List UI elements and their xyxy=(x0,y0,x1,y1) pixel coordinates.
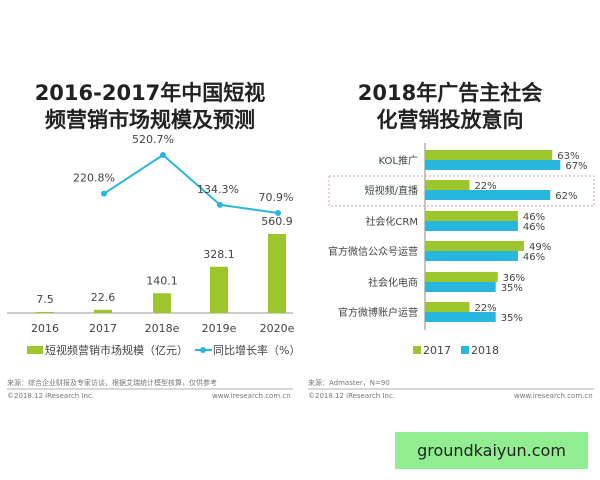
bar-2017 xyxy=(425,241,524,251)
bar-2018 xyxy=(425,282,496,292)
bar-2017 xyxy=(425,211,518,221)
legend-bar-swatch xyxy=(27,346,43,354)
x-tick-label: 2019e xyxy=(202,322,237,335)
legend-swatch-2018 xyxy=(461,346,469,354)
right-website: www.iresearch.com.cn xyxy=(514,392,593,400)
value-label: 46% xyxy=(523,252,545,263)
bar-2017 xyxy=(425,180,470,190)
legend-line-label: 同比增长率（%） xyxy=(213,343,300,357)
growth-label: 520.7% xyxy=(132,133,174,146)
value-label: 49% xyxy=(529,242,551,253)
bar-label: 560.9 xyxy=(261,215,293,228)
bar-2020e xyxy=(268,234,286,313)
value-label: 46% xyxy=(523,222,545,233)
value-label: 22% xyxy=(474,181,496,192)
value-label: 35% xyxy=(501,313,523,324)
value-label: 22% xyxy=(474,303,496,314)
legend-label: 2017 xyxy=(423,344,451,357)
category-label: 官方微信公众号运营 xyxy=(328,245,418,258)
bar-2018 xyxy=(425,160,561,170)
category-label: 社会化CRM xyxy=(365,215,418,228)
category-label: 短视频/直播 xyxy=(365,184,418,197)
growth-label: 134.3% xyxy=(197,183,239,196)
bar-2018e xyxy=(153,293,171,313)
bar-label: 328.1 xyxy=(203,248,235,261)
x-tick-label: 2017 xyxy=(89,322,117,335)
growth-label: 220.8% xyxy=(73,172,115,185)
bar-label: 22.6 xyxy=(91,291,116,304)
value-label: 35% xyxy=(501,283,523,294)
x-tick-label: 2016 xyxy=(31,322,59,335)
legend-line-marker xyxy=(200,347,206,353)
growth-point xyxy=(160,152,166,158)
left-copyright: ©2018.12 iResearch Inc. xyxy=(7,392,95,400)
growth-point xyxy=(275,210,281,216)
value-label: 63% xyxy=(557,151,579,162)
bar-label: 7.5 xyxy=(36,293,54,306)
bar-2017 xyxy=(425,272,498,282)
left-source: 来源：综合企业财报及专家访谈，根据艾瑞统计模型核算，仅供参考 xyxy=(7,379,217,387)
category-label: 社会化电商 xyxy=(368,276,418,289)
value-label: 62% xyxy=(555,191,577,202)
x-tick-label: 2018e xyxy=(145,322,180,335)
bar-label: 140.1 xyxy=(146,274,178,287)
category-label: 官方微博账户运营 xyxy=(338,306,418,319)
bar-2018 xyxy=(425,190,551,200)
left-website: www.iresearch.com.cn xyxy=(212,392,291,400)
bar-2017 xyxy=(425,150,553,160)
right-copyright: ©2018.12 iResearch Inc. xyxy=(308,392,396,400)
category-label: KOL推广 xyxy=(379,154,418,167)
bar-2018 xyxy=(425,251,518,261)
legend-label: 2018 xyxy=(471,344,499,357)
legend-bar-label: 短视频营销市场规模（亿元） xyxy=(45,343,188,357)
bar-2018 xyxy=(425,312,496,322)
bar-2017 xyxy=(94,309,112,313)
bar-2017 xyxy=(425,302,470,312)
value-label: 67% xyxy=(565,161,587,172)
x-tick-label: 2020e xyxy=(260,322,295,335)
growth-point xyxy=(217,201,223,208)
growth-line xyxy=(103,153,279,214)
right-chart-title: 2018年广告主社会 化营销投放意向 xyxy=(357,81,543,132)
value-label: 46% xyxy=(523,212,545,223)
bar-2018 xyxy=(425,221,518,231)
legend-swatch-2017 xyxy=(413,346,421,354)
growth-point xyxy=(101,190,107,197)
value-label: 36% xyxy=(503,273,525,284)
left-chart-title: 2016-2017年中国短视 频营销市场规模及预测 xyxy=(34,81,266,132)
growth-label: 70.9% xyxy=(259,191,294,204)
bar-2016 xyxy=(36,311,54,313)
right-source: 来源：Admaster，N=90 xyxy=(308,379,390,387)
bar-2019e xyxy=(210,266,228,313)
watermark: groundkaiyun.com xyxy=(395,432,588,469)
highlight-box xyxy=(328,175,595,207)
